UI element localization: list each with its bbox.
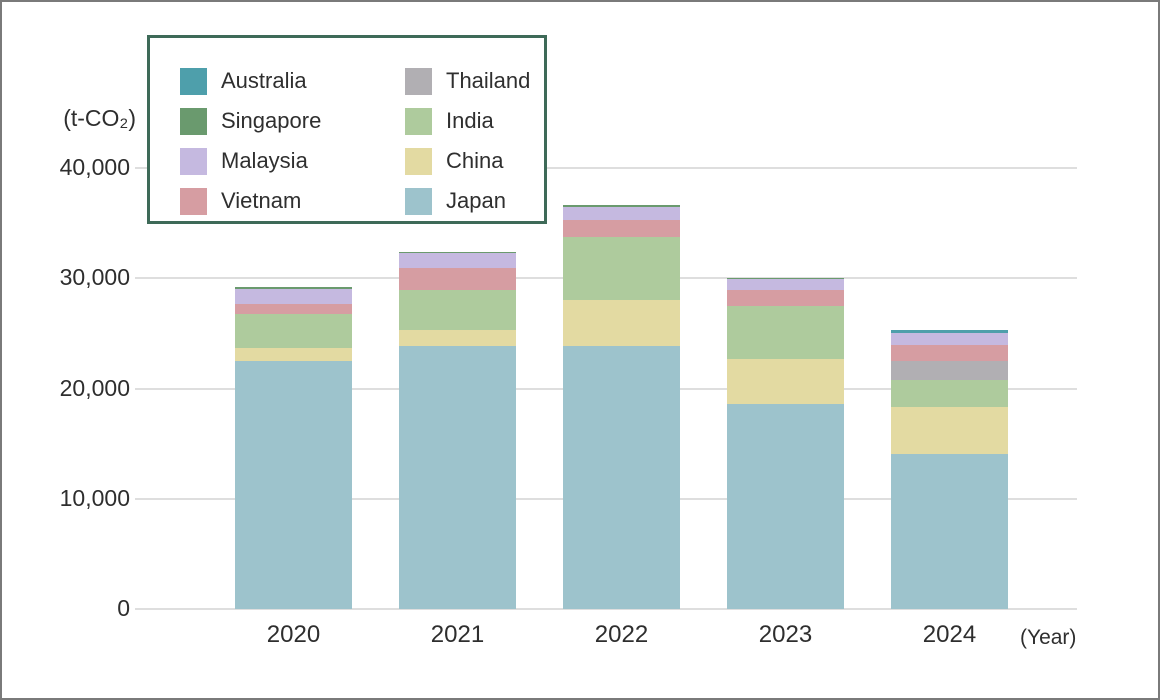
bar-segment-2020-malaysia (235, 288, 352, 304)
bar-segment-2020-japan (235, 360, 352, 609)
legend-label: Australia (221, 68, 307, 93)
bar-segment-2024-china (891, 406, 1008, 454)
legend-label: Vietnam (221, 188, 302, 213)
legend: Australia Singapore Malaysia Vietnam Thailan… (147, 35, 547, 224)
y-axis-unit-label: (t-CO₂) (63, 105, 136, 131)
bar-segment-2021-singapore (399, 251, 516, 254)
legend-item-malaysia: Malaysia (180, 141, 405, 181)
legend-item-japan: Japan (405, 181, 544, 221)
bar-segment-2021-japan (399, 345, 516, 609)
bar-segment-2021-india (399, 289, 516, 330)
gridline-40000 (135, 167, 1077, 169)
legend-swatch-japan (405, 187, 432, 215)
bar-segment-2023-singapore (727, 277, 844, 279)
legend-swatch-malaysia (180, 147, 207, 175)
x-tick-label-2020: 2020 (266, 621, 321, 648)
legend-label: Thailand (446, 68, 531, 93)
gridline-0 (135, 608, 1077, 610)
y-tick-label: 30,000 (59, 264, 130, 291)
bar-segment-2020-india (235, 313, 352, 348)
legend-item-india: India (405, 101, 544, 141)
x-tick-label-2023: 2023 (758, 621, 813, 648)
bar-segment-2022-japan (563, 346, 680, 609)
bar-segment-2024-india (891, 379, 1008, 407)
legend-item-thailand: Thailand (405, 61, 544, 101)
y-tick-label: 40,000 (59, 154, 130, 180)
x-tick-label-2024: 2024 (922, 621, 977, 648)
bar-segment-2020-china (235, 347, 352, 361)
legend-swatch-thailand (405, 67, 432, 95)
bar-segment-2020-singapore (235, 287, 352, 289)
x-tick-label-2021: 2021 (430, 621, 485, 648)
x-tick-label-2022: 2022 (594, 621, 649, 648)
bar-segment-2023-india (727, 305, 844, 359)
y-tick-label: 0 (117, 595, 130, 621)
legend-swatch-singapore (180, 107, 207, 135)
legend-grid: Australia Singapore Malaysia Vietnam Thailan… (180, 61, 544, 221)
legend-item-australia: Australia (180, 61, 405, 101)
bar-segment-2021-vietnam (399, 267, 516, 290)
y-tick-label: 10,000 (59, 484, 130, 511)
legend-item-china: China (405, 141, 544, 181)
bar-segment-2022-singapore (563, 205, 680, 208)
legend-item-vietnam: Vietnam (180, 181, 405, 221)
bar-segment-2023-japan (727, 403, 844, 609)
legend-swatch-india (405, 107, 432, 135)
bar-segment-2024-vietnam (891, 344, 1008, 361)
legend-item-singapore: Singapore (180, 101, 405, 141)
bar-segment-2023-malaysia (727, 278, 844, 290)
bar-segment-2022-vietnam (563, 220, 680, 238)
bar-segment-2020-vietnam (235, 303, 352, 314)
legend-swatch-vietnam (180, 187, 207, 215)
bar-segment-2023-vietnam (727, 289, 844, 306)
legend-label: China (446, 148, 504, 173)
legend-label: Malaysia (221, 148, 308, 173)
bar-segment-2022-india (563, 237, 680, 301)
bar-segment-2024-malaysia (891, 332, 1008, 345)
legend-swatch-australia (180, 67, 207, 95)
y-tick-label: 20,000 (59, 374, 130, 401)
legend-label: India (446, 108, 494, 133)
legend-label: Singapore (221, 108, 322, 133)
bar-segment-2024-japan (891, 453, 1008, 609)
bar-segment-2022-malaysia (563, 207, 680, 221)
x-axis-unit-label: (Year) (1020, 626, 1077, 649)
legend-label: Japan (446, 188, 506, 213)
bar-segment-2021-malaysia (399, 253, 516, 268)
bar-segment-2023-china (727, 358, 844, 404)
bar-segment-2022-china (563, 300, 680, 347)
bar-segment-2021-china (399, 329, 516, 346)
bar-segment-2024-australia (891, 330, 1008, 333)
legend-swatch-china (405, 147, 432, 175)
bar-segment-2024-thailand (891, 360, 1008, 380)
